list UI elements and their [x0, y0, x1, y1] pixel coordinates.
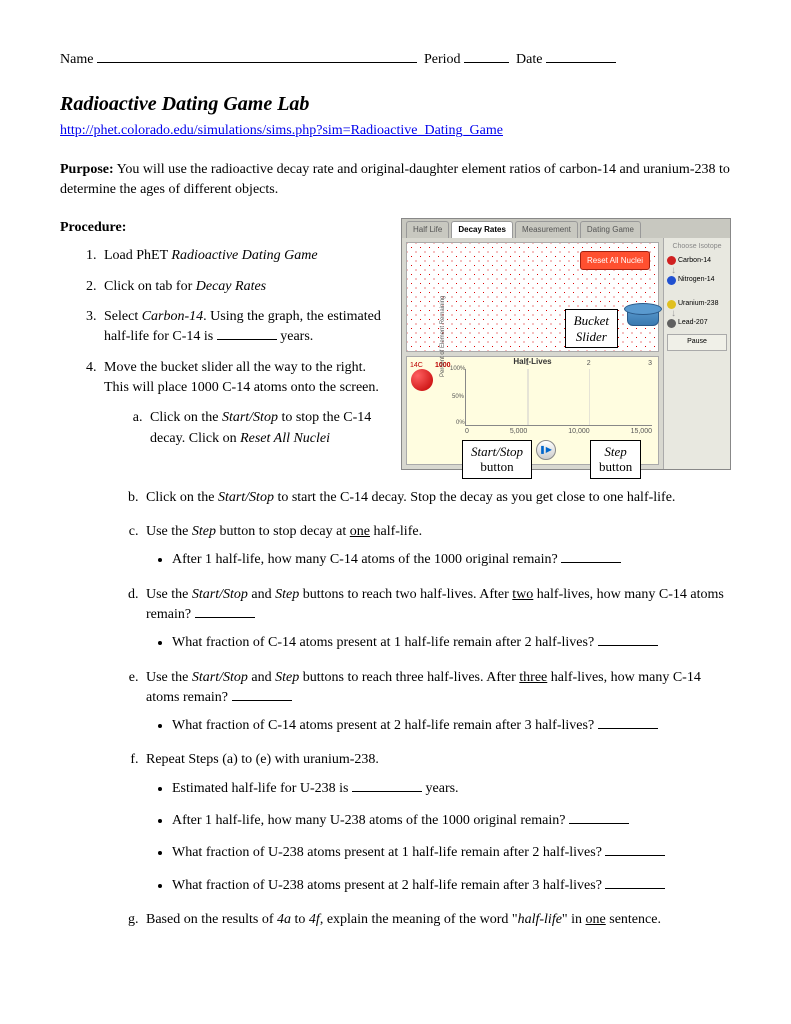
step-button[interactable]: ❚▶ [536, 440, 556, 460]
decay-arrow-icon: ↓ [671, 268, 727, 273]
step-4f-b2: After 1 half-life, how many U-238 atoms … [172, 811, 731, 831]
date-label: Date [516, 52, 542, 67]
blank-4d[interactable] [195, 605, 255, 618]
step-4f-b3: What fraction of U-238 atoms present at … [172, 843, 731, 863]
blank-4d2[interactable] [598, 633, 658, 646]
period-label: Period [424, 52, 461, 67]
step-3: Select Carbon-14. Using the graph, the e… [100, 307, 385, 348]
step-4g: Based on the results of 4a to 4f, explai… [142, 910, 731, 930]
simulation-screenshot: Half Life Decay Rates Measurement Dating… [401, 218, 731, 470]
decay-arrow-icon: ↓ [671, 311, 727, 316]
isotope-pb207: Lead-207 [667, 318, 727, 328]
date-blank[interactable] [546, 50, 616, 63]
reset-all-nuclei-button[interactable]: Reset All Nuclei [580, 251, 650, 271]
step-4f-b1: Estimated half-life for U-238 is years. [172, 779, 731, 799]
callout-bucket: BucketSlider [565, 309, 618, 348]
isotope-c14[interactable]: Carbon-14 [667, 256, 727, 266]
c14-atom-icon [411, 369, 433, 391]
tab-measurement[interactable]: Measurement [515, 221, 578, 238]
callout-startstop: Start/Stopbutton [462, 440, 532, 479]
isotope-panel-title: Choose Isotope [667, 242, 727, 252]
step-4e-bullet: What fraction of C-14 atoms present at 2… [172, 716, 731, 736]
step-4d-bullet: What fraction of C-14 atoms present at 1… [172, 633, 731, 653]
graph-plot-area: 100% 50% 0% 1 2 3 [465, 369, 652, 426]
blank-4f1[interactable] [352, 779, 422, 792]
blank-4f2[interactable] [569, 811, 629, 824]
purpose-section: Purpose: You will use the radioactive de… [60, 160, 731, 201]
blank-c14-halflife[interactable] [217, 327, 277, 340]
tab-decayrates[interactable]: Decay Rates [451, 221, 513, 238]
page-title: Radioactive Dating Game Lab [60, 90, 731, 119]
step-2: Click on tab for Decay Rates [100, 277, 385, 297]
pause-button[interactable]: Pause [667, 334, 727, 350]
step-4: Move the bucket slider all the way to th… [100, 358, 385, 449]
bucket-slider[interactable] [624, 303, 660, 325]
name-blank[interactable] [97, 50, 417, 63]
procedure-label: Procedure: [60, 218, 385, 238]
blank-4e[interactable] [232, 688, 292, 701]
tab-halflife[interactable]: Half Life [406, 221, 449, 238]
isotope-panel: Choose Isotope Carbon-14 ↓ Nitrogen-14 U… [663, 238, 730, 469]
blank-4f3[interactable] [605, 843, 665, 856]
procedure-list: Load PhET Radioactive Dating Game Click … [60, 246, 385, 448]
callout-step: Stepbutton [590, 440, 641, 479]
step-4e: Use the Start/Stop and Step buttons to r… [142, 668, 731, 737]
graph-title: Half-Lives [513, 356, 551, 368]
blank-4c[interactable] [561, 550, 621, 563]
graph-xticks: 0 5,000 10,000 15,000 [465, 427, 652, 437]
graph-ylabel: Percent of Element Remaining [439, 295, 448, 376]
tab-datinggame[interactable]: Dating Game [580, 221, 641, 238]
header-fields: Name Period Date [60, 50, 731, 70]
isotope-u238[interactable]: Uranium-238 [667, 299, 727, 309]
step-4b: Click on the Start/Stop to start the C-1… [142, 488, 731, 508]
step-4d: Use the Start/Stop and Step buttons to r… [142, 585, 731, 654]
step-4a: Click on the Start/Stop to stop the C-14… [146, 408, 385, 449]
isotope-n14: Nitrogen-14 [667, 275, 727, 285]
source-url[interactable]: http://phet.colorado.edu/simulations/sim… [60, 121, 731, 141]
step-4f-b4: What fraction of U-238 atoms present at … [172, 876, 731, 896]
purpose-text: You will use the radioactive decay rate … [60, 162, 730, 197]
sim-tab-row: Half Life Decay Rates Measurement Dating… [402, 219, 730, 238]
step-4f: Repeat Steps (a) to (e) with uranium-238… [142, 750, 731, 895]
step-1: Load PhET Radioactive Dating Game [100, 246, 385, 266]
purpose-label: Purpose: [60, 162, 114, 177]
name-label: Name [60, 52, 93, 67]
step-4c: Use the Step button to stop decay at one… [142, 522, 731, 571]
blank-4e2[interactable] [598, 716, 658, 729]
blank-4f4[interactable] [605, 876, 665, 889]
period-blank[interactable] [464, 50, 509, 63]
step-4c-bullet: After 1 half-life, how many C-14 atoms o… [172, 550, 731, 570]
